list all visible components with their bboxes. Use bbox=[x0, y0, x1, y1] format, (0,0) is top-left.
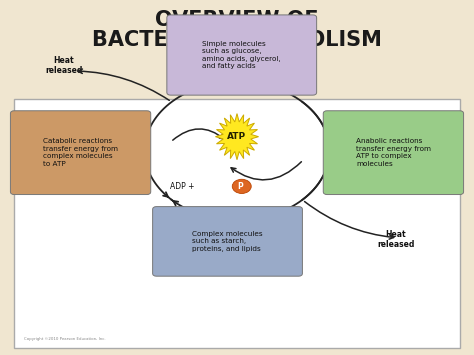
FancyBboxPatch shape bbox=[153, 207, 302, 276]
Text: Simple molecules
such as glucose,
amino acids, glycerol,
and fatty acids: Simple molecules such as glucose, amino … bbox=[202, 41, 281, 69]
Text: Catabolic reactions
transfer energy from
complex molecules
to ATP: Catabolic reactions transfer energy from… bbox=[43, 138, 118, 167]
Text: Copyright ©2010 Pearson Education, Inc.: Copyright ©2010 Pearson Education, Inc. bbox=[24, 337, 105, 341]
Text: Heat
released: Heat released bbox=[377, 230, 414, 249]
Text: ATP: ATP bbox=[228, 132, 246, 141]
FancyBboxPatch shape bbox=[14, 99, 460, 348]
FancyBboxPatch shape bbox=[10, 111, 151, 195]
Text: P: P bbox=[237, 181, 243, 191]
Circle shape bbox=[232, 179, 251, 193]
Polygon shape bbox=[215, 114, 259, 160]
Text: OVERVIEW OF: OVERVIEW OF bbox=[155, 10, 319, 29]
FancyBboxPatch shape bbox=[167, 15, 317, 95]
Text: i: i bbox=[247, 186, 249, 191]
Text: Heat
released: Heat released bbox=[46, 56, 82, 75]
Text: ADP +: ADP + bbox=[170, 182, 197, 191]
FancyBboxPatch shape bbox=[323, 111, 464, 195]
Text: BACTERIAL METABOLISM: BACTERIAL METABOLISM bbox=[92, 30, 382, 50]
Text: Complex molecules
such as starch,
proteins, and lipids: Complex molecules such as starch, protei… bbox=[192, 231, 263, 252]
Text: Anabolic reactions
transfer energy from
ATP to complex
molecules: Anabolic reactions transfer energy from … bbox=[356, 138, 431, 167]
